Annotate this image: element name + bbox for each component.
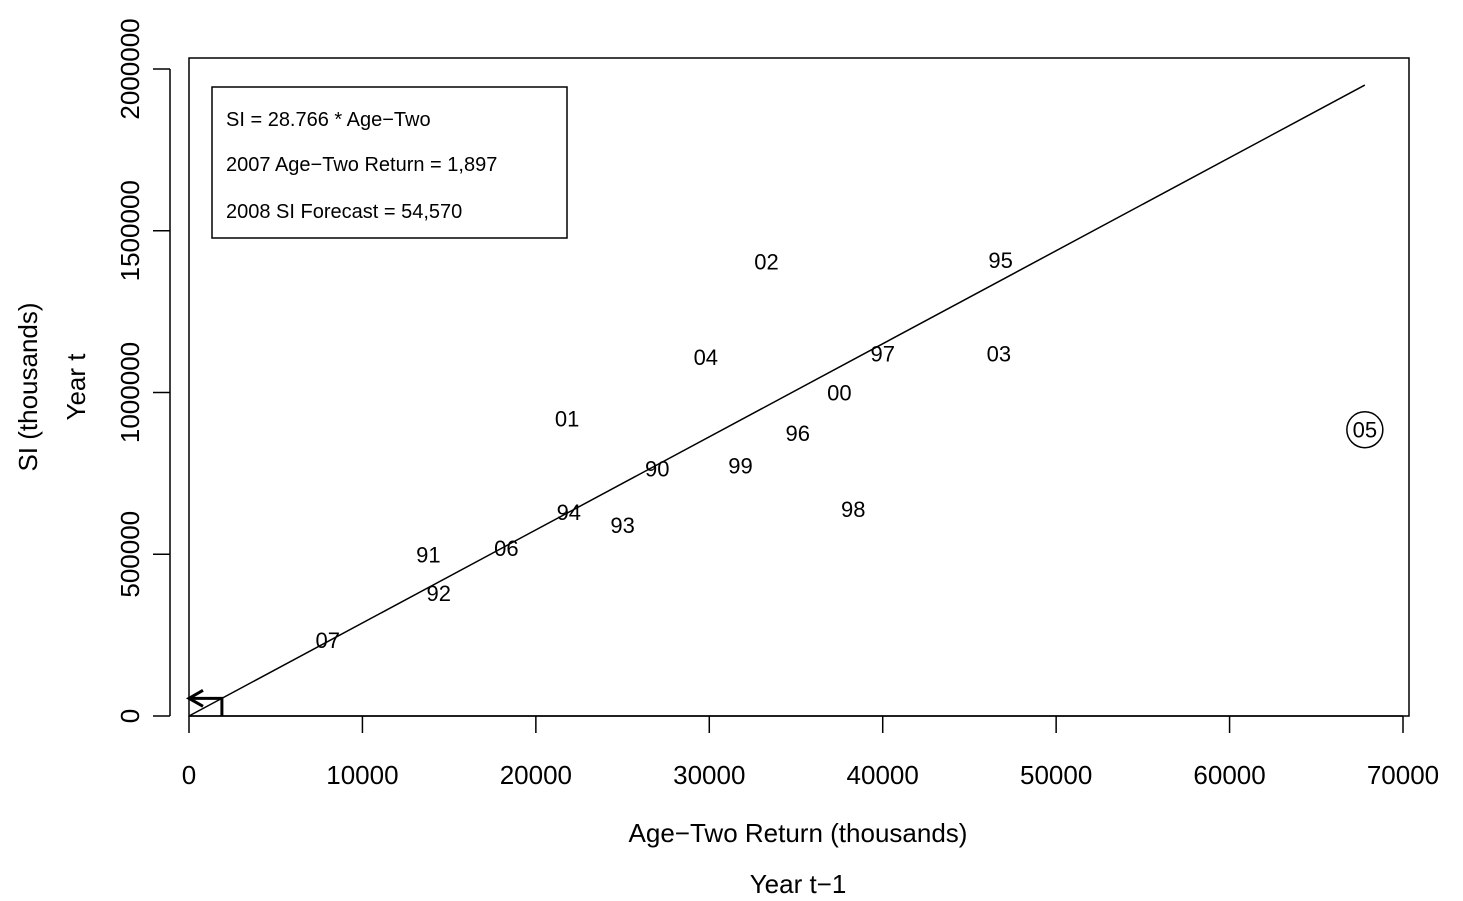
legend-return: 2007 Age−Two Return = 1,897: [226, 154, 497, 176]
legend-forecast: 2008 SI Forecast = 54,570: [226, 201, 462, 223]
legend-equation: SI = 28.766 * Age−Two: [226, 109, 431, 131]
forecast-marker: [185, 689, 224, 716]
point-label: 01: [555, 406, 579, 431]
point-label: 00: [827, 381, 851, 406]
point-label: 99: [728, 453, 752, 478]
x-tick-label: 0: [182, 760, 196, 790]
y-axis-title: SI (thousands): [13, 302, 43, 471]
x-tick-label: 70000: [1367, 760, 1439, 790]
y-axis-subtitle: Year t: [61, 353, 91, 421]
forecast-arrowhead: [185, 689, 204, 708]
regression-line: [188, 84, 1366, 717]
x-tick-label: 60000: [1193, 760, 1265, 790]
x-axis: 0 10000 20000 30000 40000 50000 60000 70000: [182, 715, 1439, 790]
x-tick-label: 30000: [673, 760, 745, 790]
point-label: 06: [494, 536, 518, 561]
point-label: 94: [557, 500, 581, 525]
point-label: 02: [754, 249, 778, 274]
y-tick-label: 0: [115, 709, 145, 723]
point-label: 98: [841, 497, 865, 522]
point-label: 07: [316, 628, 340, 653]
x-tick-label: 20000: [500, 760, 572, 790]
point-label: 05: [1353, 418, 1377, 443]
x-tick-label: 10000: [326, 760, 398, 790]
y-tick-label: 500000: [115, 511, 145, 598]
point-label: 03: [987, 342, 1011, 367]
y-axis: 0 500000 1000000 1500000 2000000: [115, 18, 171, 723]
point-label: 93: [610, 513, 634, 538]
point-label: 90: [645, 457, 669, 482]
point-circle: [1346, 410, 1384, 449]
y-tick-label: 1000000: [115, 342, 145, 443]
y-tick-label: 2000000: [115, 18, 145, 119]
point-label: 04: [694, 345, 718, 370]
point-label: 92: [426, 581, 450, 606]
legend: SI = 28.766 * Age−Two 2007 Age−Two Retur…: [211, 86, 568, 239]
x-axis-title: Age−Two Return (thousands): [629, 818, 968, 848]
legend-box: [211, 86, 568, 239]
forecast-path: [189, 696, 224, 716]
data-point-labels: 90 91 92 93 94 95 96 97 98 99 00 01 02 03 04 05 06 07: [316, 248, 1384, 653]
x-tick-label: 40000: [847, 760, 919, 790]
x-axis-subtitle: Year t−1: [750, 869, 847, 899]
point-label: 97: [870, 342, 894, 367]
x-tick-label: 50000: [1020, 760, 1092, 790]
point-label: 96: [785, 421, 809, 446]
y-tick-label: 1500000: [115, 180, 145, 281]
point-label: 91: [416, 542, 440, 567]
point-label: 95: [988, 248, 1012, 273]
